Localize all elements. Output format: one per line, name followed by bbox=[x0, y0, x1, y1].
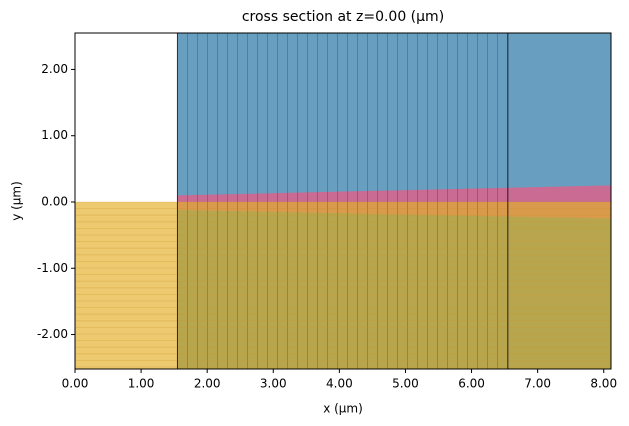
x-tick-label: 5.00 bbox=[392, 377, 419, 391]
y-tick-label: -1.00 bbox=[37, 261, 68, 275]
structure-region bbox=[177, 201, 611, 369]
y-axis-label: y (μm) bbox=[10, 181, 24, 221]
structure-region bbox=[75, 201, 178, 369]
structure-region bbox=[177, 185, 611, 202]
x-tick-label: 4.00 bbox=[326, 377, 353, 391]
structure-region bbox=[177, 201, 611, 219]
y-tick-label: -2.00 bbox=[37, 327, 68, 341]
structure-region bbox=[177, 33, 611, 202]
x-axis-label: x (μm) bbox=[323, 402, 363, 416]
x-tick-label: 0.00 bbox=[62, 377, 89, 391]
x-tick-label: 2.00 bbox=[194, 377, 221, 391]
x-tick-label: 3.00 bbox=[260, 377, 287, 391]
axes-frame bbox=[74, 32, 612, 370]
y-tick-label: 0.00 bbox=[41, 194, 68, 208]
plot-area bbox=[75, 33, 611, 369]
x-tick-label: 7.00 bbox=[524, 377, 551, 391]
y-tick-label: 1.00 bbox=[41, 128, 68, 142]
y-tick-label: 2.00 bbox=[41, 62, 68, 76]
x-tick-label: 6.00 bbox=[458, 377, 485, 391]
x-tick-label: 8.00 bbox=[590, 377, 617, 391]
chart-title: cross section at z=0.00 (μm) bbox=[242, 9, 444, 25]
x-tick-label: 1.00 bbox=[128, 377, 155, 391]
